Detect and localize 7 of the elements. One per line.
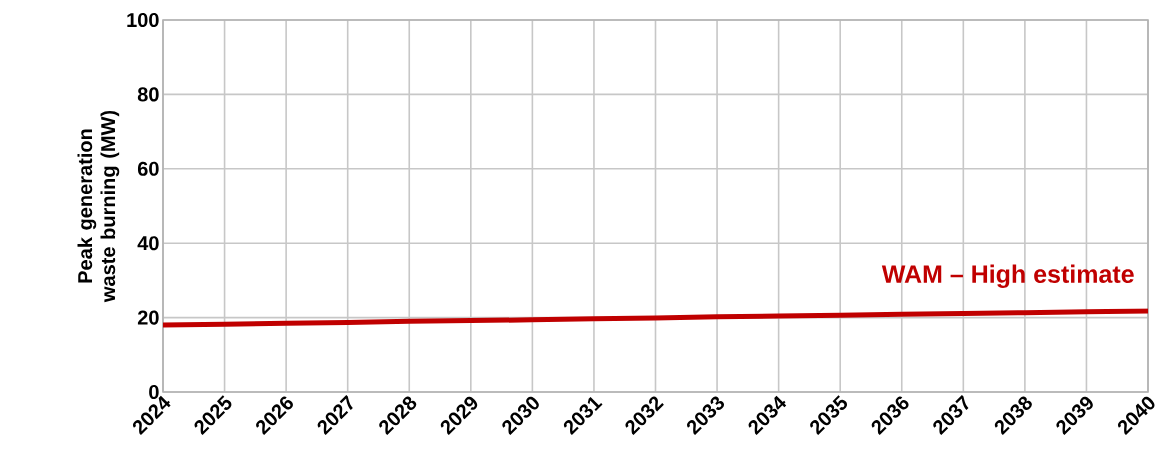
y-tick-label: 60 xyxy=(137,161,159,176)
y-tick-label: 20 xyxy=(137,310,159,325)
y-tick-label: 80 xyxy=(137,87,159,102)
y-tick-label: 40 xyxy=(137,236,159,251)
series-label: WAM – High estimate xyxy=(881,264,1134,289)
y-axis-title: Peak generation waste burning (MW) xyxy=(77,110,120,303)
y-tick-label: 100 xyxy=(127,12,159,28)
